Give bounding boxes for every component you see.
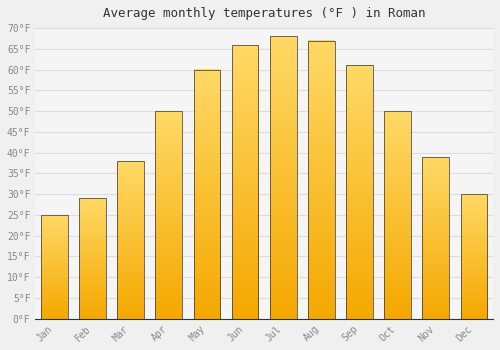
Bar [232,45,258,318]
Bar [384,111,411,318]
Bar [194,70,220,318]
Bar [422,157,449,318]
Bar [346,65,373,319]
Bar [460,194,487,318]
Bar [118,161,144,318]
Bar [79,198,106,318]
Bar [41,215,68,318]
Title: Average monthly temperatures (°F ) in Roman: Average monthly temperatures (°F ) in Ro… [103,7,426,20]
Bar [270,36,296,318]
Bar [308,41,335,319]
Bar [156,111,182,318]
